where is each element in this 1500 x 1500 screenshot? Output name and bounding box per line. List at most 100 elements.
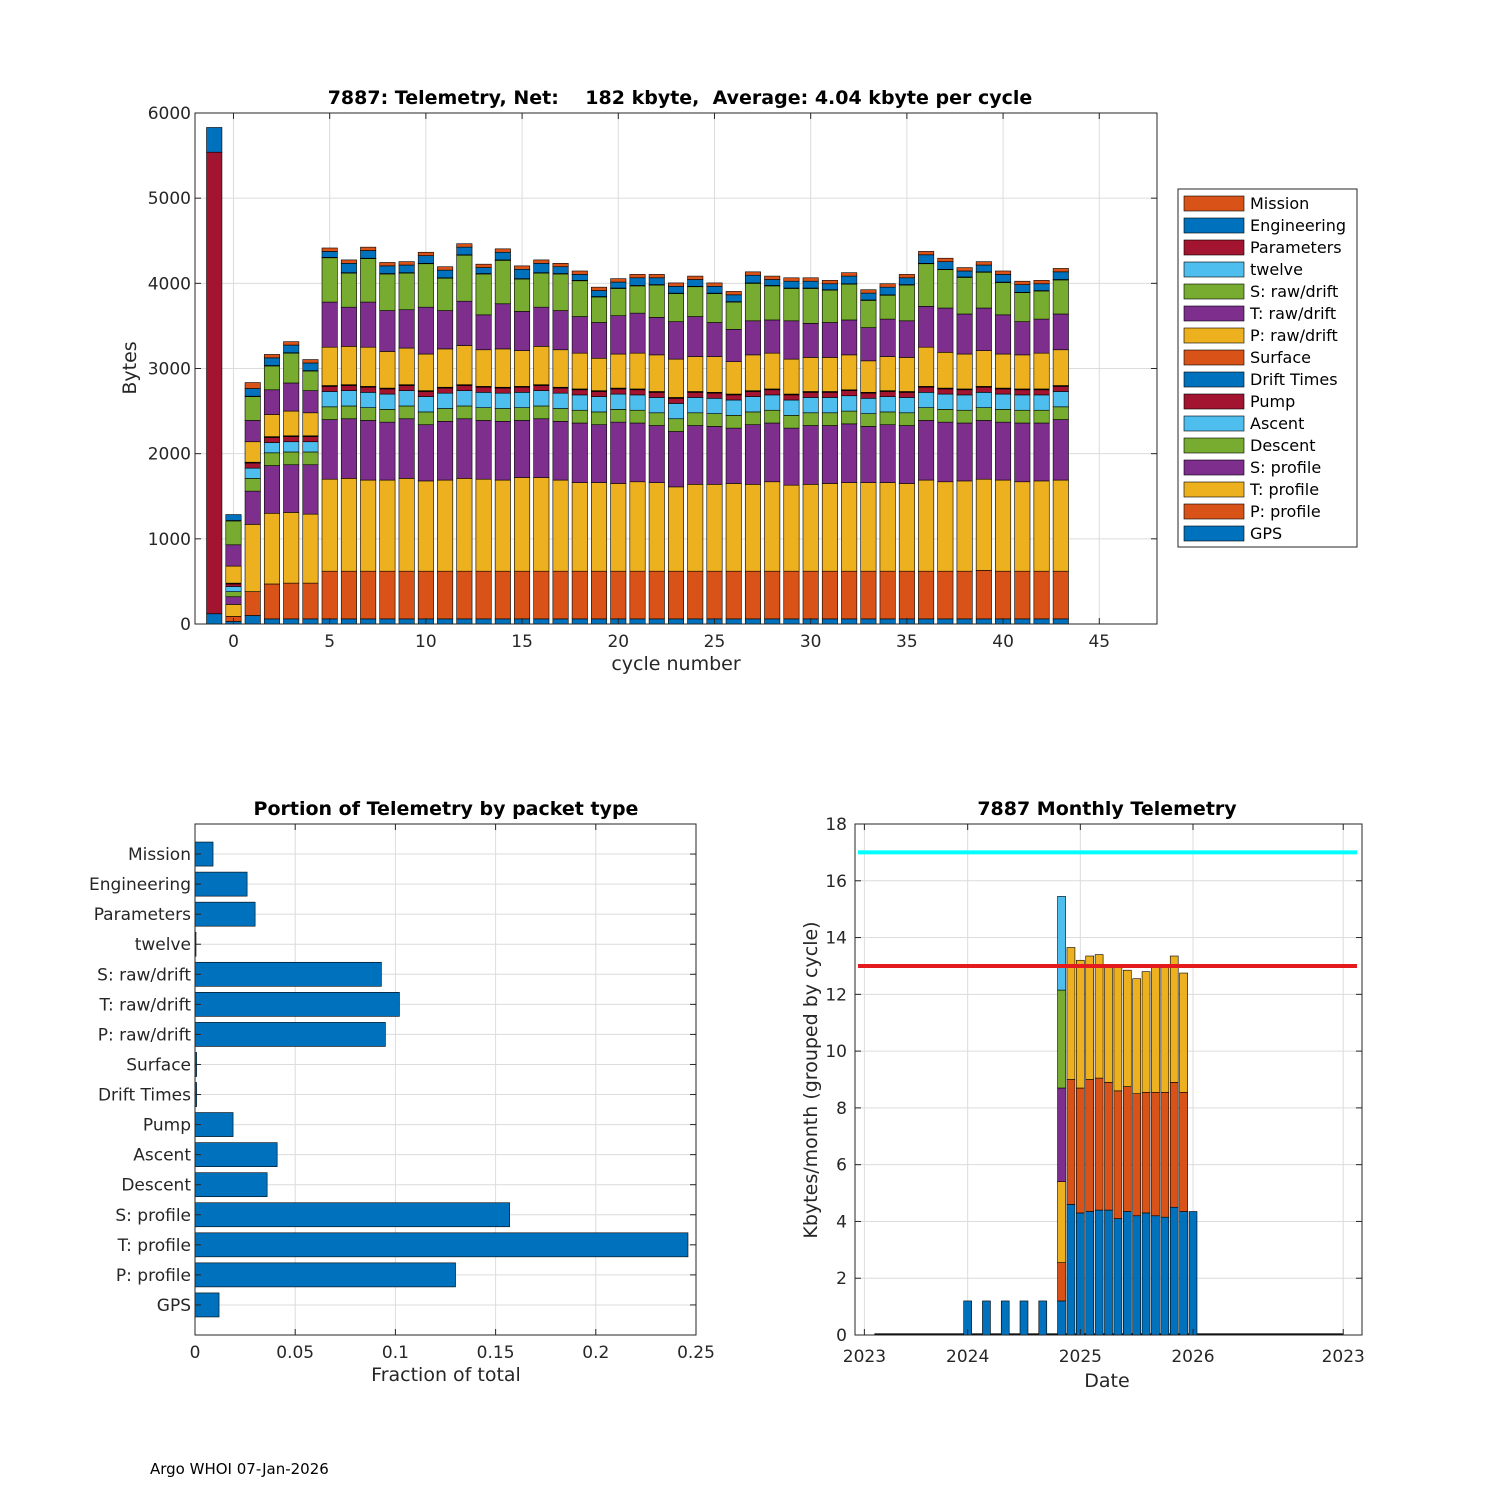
c1-bar-ascent <box>610 393 627 410</box>
c2-bar-p-raw-drift <box>194 1022 386 1047</box>
c1-bar-pump <box>687 392 704 398</box>
c1-bar-t-profile <box>591 482 608 572</box>
c1-bar-s-profile <box>475 420 492 480</box>
c1-bar-t-profile <box>879 482 896 572</box>
legend-swatch-s-raw-drift <box>1183 283 1245 300</box>
legend-swatch-gps <box>1183 525 1245 542</box>
c1-bar-pump <box>841 390 858 397</box>
c1-bar-p-profile <box>263 583 280 620</box>
c3-bar-gps <box>1141 1212 1151 1336</box>
c1-bar-t-raw-drift <box>437 310 454 350</box>
c1-bar-descent <box>244 478 261 492</box>
c1-bar-pump <box>648 392 665 398</box>
c1-bar-mission <box>937 257 954 262</box>
c2-category-label: Descent <box>121 1176 191 1196</box>
c1-bar-mission <box>571 270 588 275</box>
c1-bar-engineering <box>879 286 896 296</box>
legend-label-p-raw-drift: P: raw/drift <box>1250 326 1338 345</box>
c1-bar-engineering <box>379 265 396 274</box>
c3-bar-t-profile <box>1141 971 1151 1093</box>
c1-bar-t-profile <box>398 478 415 572</box>
c1-bar-p-raw-drift <box>898 357 915 392</box>
c1-bar-p-profile <box>918 570 935 620</box>
c1-bar-s-profile <box>918 420 935 481</box>
c1-bar-s-profile <box>744 424 761 485</box>
c2-category-label: S: raw/drift <box>97 965 191 985</box>
c3-bar-gps <box>1000 1300 1010 1336</box>
c1-bar-p-profile <box>744 570 761 620</box>
c1-bar-engineering <box>648 277 665 285</box>
c1-bar-p-profile <box>841 570 858 620</box>
c1-bar-descent <box>552 408 569 422</box>
c1-bar-s-profile <box>879 424 896 483</box>
c1-bar-s-profile <box>571 422 588 483</box>
c1-bar-s-profile <box>706 426 723 485</box>
c1-bar-gps <box>552 618 569 625</box>
c3-xtick-label: 2023 <box>1322 1347 1365 1367</box>
c1-bar-ascent <box>379 393 396 410</box>
c1-bar-gps <box>744 618 761 625</box>
c2-xtick-label: 0.2 <box>582 1343 609 1363</box>
c1-bar-gps <box>879 618 896 625</box>
c1-bar-t-raw-drift <box>591 322 608 359</box>
c1-bar-mission <box>860 289 877 294</box>
c2-category-label: Parameters <box>94 905 191 925</box>
c1-bar-s-profile <box>283 464 300 513</box>
c3-bar-t-profile <box>1066 947 1076 1080</box>
c3-bar-gps <box>1104 1209 1113 1336</box>
c1-bar-mission <box>918 251 935 256</box>
c1-bar-ascent <box>1014 394 1031 411</box>
legend-label-p-profile: P: profile <box>1250 502 1321 521</box>
c2-category-label: Mission <box>128 845 191 865</box>
c1-bar-mission <box>1052 268 1069 273</box>
c2-category-label: Pump <box>143 1116 191 1136</box>
c1-bar-p-raw-drift <box>552 349 569 388</box>
c1-bar-engineering <box>591 290 608 297</box>
c1-bar-mission <box>244 382 261 389</box>
c1-bar-pump <box>437 387 454 394</box>
c1-bar-mission <box>475 263 492 268</box>
c1-bar-ascent <box>398 390 415 407</box>
c1-bar-pump <box>360 386 377 393</box>
c1-bar-ascent <box>995 393 1012 410</box>
c1-bar-t-raw-drift <box>648 317 665 356</box>
c1-bar-engineering <box>1014 284 1031 293</box>
c1-bar-p-raw-drift <box>610 353 627 389</box>
c3-bar-p-profile <box>1141 1091 1151 1214</box>
c1-bar-p-raw-drift <box>321 346 338 386</box>
c1-bar-pump <box>918 386 935 393</box>
c1-bar-p-raw-drift <box>995 353 1012 389</box>
c1-ytick-label: 0 <box>180 615 191 635</box>
c1-bar-s-raw-drift <box>898 284 915 322</box>
c1-bar-t-profile <box>225 604 242 617</box>
c1-bar-t-profile <box>956 480 973 572</box>
c1-bar-t-raw-drift <box>533 306 550 347</box>
c1-bar-gps <box>533 618 550 625</box>
c1-bar-s-raw-drift <box>302 370 319 391</box>
c2-bar-descent <box>194 1172 268 1198</box>
c3-bar-ascent <box>1057 896 1066 991</box>
c1-bar-ascent <box>821 397 838 414</box>
c2-xtick-label: 0.25 <box>677 1343 715 1363</box>
c3-bar-t-profile <box>1179 972 1188 1093</box>
legend-label-drift-times: Drift Times <box>1250 370 1338 389</box>
c1-bar-ascent <box>975 392 992 408</box>
c1-bar-gps <box>975 618 992 625</box>
c1-bar-t-profile <box>918 479 935 572</box>
c1-bar-pump <box>937 388 954 395</box>
c1-bar-p-raw-drift <box>244 441 261 463</box>
c1-legend: Mission Engineering Parameters twelve S: raw… <box>1177 188 1358 548</box>
c1-bar-gps <box>379 618 396 625</box>
c3-bar-p-profile <box>1132 1093 1141 1217</box>
c1-bar-s-profile <box>225 596 242 605</box>
c1-bar-descent <box>591 411 608 426</box>
c2-xtick-label: 0.05 <box>276 1343 314 1363</box>
c1-bar-s-profile <box>1033 422 1050 482</box>
c1-bar-gps <box>456 618 473 625</box>
legend-label-gps: GPS <box>1250 524 1282 543</box>
c1-bar-p-raw-drift <box>783 358 800 395</box>
c1-bar-mission <box>841 272 858 277</box>
c1-bar-gps <box>783 618 800 625</box>
c1-bar-p-raw-drift <box>263 414 280 437</box>
c1-bar-descent <box>475 407 492 421</box>
